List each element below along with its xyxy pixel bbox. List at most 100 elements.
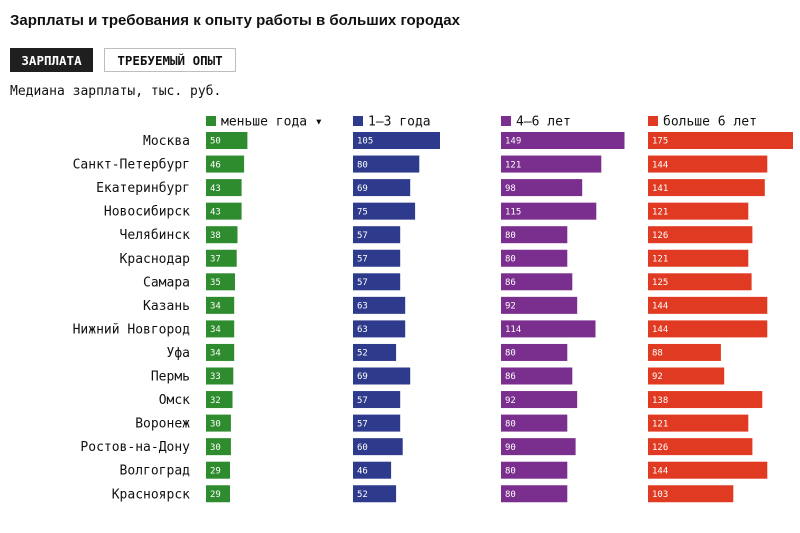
bar-value-label: 35 — [210, 278, 221, 288]
city-label: Казань — [143, 299, 190, 314]
bar-value-label: 175 — [652, 137, 668, 147]
bar — [206, 461, 230, 479]
legend-swatch — [206, 116, 216, 126]
bar-value-label: 80 — [505, 231, 516, 241]
bar — [353, 485, 397, 503]
bar-value-label: 34 — [210, 325, 221, 335]
bar — [501, 391, 578, 409]
bar-value-label: 30 — [210, 419, 221, 429]
bar-value-label: 57 — [357, 231, 368, 241]
bar — [353, 249, 401, 267]
legend-swatch — [648, 116, 658, 126]
bar — [648, 391, 763, 409]
bar — [206, 391, 233, 409]
bar-value-label: 126 — [652, 443, 668, 453]
bar — [353, 132, 440, 149]
bar — [648, 273, 752, 291]
bar-value-label: 90 — [505, 443, 516, 453]
city-label: Санкт-Петербург — [73, 158, 190, 173]
bar — [648, 202, 749, 220]
bar-value-label: 46 — [210, 160, 221, 170]
bar-value-label: 80 — [505, 466, 516, 476]
bar-value-label: 30 — [210, 443, 221, 453]
bar — [501, 438, 576, 456]
bar — [501, 296, 578, 314]
city-label: Красноярск — [112, 487, 190, 502]
bar — [353, 438, 403, 456]
city-label: Омск — [159, 393, 190, 408]
bar-value-label: 57 — [357, 419, 368, 429]
bar-value-label: 29 — [210, 466, 221, 476]
bar — [501, 179, 583, 197]
bar — [206, 132, 248, 149]
bar-value-label: 63 — [357, 325, 368, 335]
bar — [648, 414, 749, 432]
bar — [648, 343, 721, 361]
bar — [206, 296, 235, 314]
city-label: Новосибирск — [104, 205, 190, 220]
bar-value-label: 69 — [357, 184, 368, 194]
bar-value-label: 69 — [357, 372, 368, 382]
bar-value-label: 125 — [652, 278, 668, 288]
bar — [501, 155, 602, 173]
bar-value-label: 115 — [505, 207, 521, 217]
bar — [353, 343, 397, 361]
bar-value-label: 138 — [652, 396, 668, 406]
bar — [206, 485, 230, 503]
bar — [648, 179, 765, 197]
bar-value-label: 50 — [210, 137, 221, 147]
bar-value-label: 57 — [357, 254, 368, 264]
bar — [206, 226, 238, 244]
bar-value-label: 103 — [652, 490, 668, 500]
city-label: Волгоград — [120, 464, 191, 479]
legend-label: больше 6 лет — [663, 115, 757, 130]
bar-value-label: 34 — [210, 302, 221, 312]
bar-value-label: 34 — [210, 349, 221, 359]
city-label: Самара — [143, 275, 190, 290]
bar-value-label: 144 — [652, 325, 668, 335]
bar-value-label: 141 — [652, 184, 668, 194]
bar-value-label: 92 — [505, 302, 516, 312]
tab-salary[interactable]: ЗАРПЛАТА — [10, 48, 93, 72]
bar — [353, 461, 392, 479]
bar — [206, 155, 245, 173]
bar-value-label: 105 — [357, 137, 373, 147]
bar-value-label: 29 — [210, 490, 221, 500]
bar — [353, 179, 411, 197]
tab-experience[interactable]: ТРЕБУЕМЫЙ ОПЫТ — [104, 48, 236, 72]
chart-subtitle: Медиана зарплаты, тыс. руб. — [10, 84, 222, 99]
bar-value-label: 46 — [357, 466, 368, 476]
bar-value-label: 80 — [505, 254, 516, 264]
bar — [206, 179, 242, 197]
bar-value-label: 63 — [357, 302, 368, 312]
bar — [353, 296, 406, 314]
bar — [648, 461, 768, 479]
bar — [648, 320, 768, 338]
bar-value-label: 121 — [652, 419, 668, 429]
city-label: Краснодар — [120, 252, 191, 267]
bar — [206, 320, 235, 338]
bar-value-label: 80 — [505, 349, 516, 359]
bar — [353, 320, 406, 338]
bar-value-label: 98 — [505, 184, 516, 194]
bar — [501, 249, 568, 267]
bar-value-label: 121 — [652, 207, 668, 217]
bar — [648, 132, 793, 149]
city-label: Пермь — [151, 370, 190, 385]
bar — [501, 461, 568, 479]
bar-value-label: 88 — [652, 349, 663, 359]
bar — [648, 155, 768, 173]
bar — [353, 226, 401, 244]
bar — [353, 414, 401, 432]
bar — [501, 367, 573, 385]
city-label: Екатеринбург — [96, 181, 190, 196]
bar-value-label: 80 — [505, 419, 516, 429]
bar-value-label: 121 — [652, 254, 668, 264]
bar-value-label: 37 — [210, 254, 221, 264]
bar — [501, 202, 597, 220]
legend-label[interactable]: меньше года ▾ — [221, 115, 323, 130]
city-label: Москва — [143, 134, 190, 149]
bar — [648, 367, 725, 385]
bar-value-label: 114 — [505, 325, 521, 335]
